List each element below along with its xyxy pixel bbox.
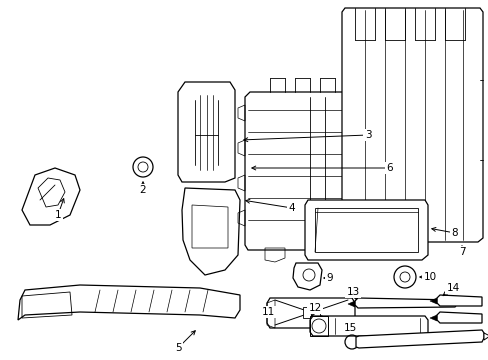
Bar xyxy=(351,200,373,235)
Text: 2: 2 xyxy=(140,185,146,195)
Bar xyxy=(258,205,271,225)
Text: 3: 3 xyxy=(364,130,370,140)
Text: 14: 14 xyxy=(446,283,459,293)
Bar xyxy=(258,118,271,138)
Polygon shape xyxy=(309,316,427,336)
Text: 8: 8 xyxy=(451,228,457,238)
Polygon shape xyxy=(355,330,483,348)
Text: 13: 13 xyxy=(346,287,359,297)
Text: 15: 15 xyxy=(343,323,356,333)
Bar xyxy=(258,175,271,195)
Bar xyxy=(444,200,466,235)
Polygon shape xyxy=(436,312,481,323)
Polygon shape xyxy=(429,298,436,304)
Text: 10: 10 xyxy=(423,272,436,282)
Polygon shape xyxy=(266,298,354,328)
Text: 9: 9 xyxy=(326,273,333,283)
Polygon shape xyxy=(18,285,240,320)
Text: 7: 7 xyxy=(458,247,465,257)
Polygon shape xyxy=(244,92,357,250)
Polygon shape xyxy=(305,200,427,260)
Text: 11: 11 xyxy=(261,307,274,317)
Polygon shape xyxy=(436,295,481,306)
Polygon shape xyxy=(303,307,319,318)
Bar xyxy=(414,200,436,235)
Text: 1: 1 xyxy=(55,210,61,220)
Polygon shape xyxy=(483,333,488,340)
Text: 5: 5 xyxy=(174,343,181,353)
Polygon shape xyxy=(182,188,240,275)
Polygon shape xyxy=(429,315,436,321)
Text: 12: 12 xyxy=(308,303,321,313)
Bar xyxy=(384,200,406,235)
Polygon shape xyxy=(22,168,80,225)
Polygon shape xyxy=(347,301,354,307)
Polygon shape xyxy=(292,263,321,290)
Polygon shape xyxy=(178,82,235,182)
Polygon shape xyxy=(354,298,457,308)
Text: 6: 6 xyxy=(386,163,392,173)
Polygon shape xyxy=(341,8,482,242)
Bar xyxy=(258,148,271,168)
Text: 4: 4 xyxy=(288,203,295,213)
